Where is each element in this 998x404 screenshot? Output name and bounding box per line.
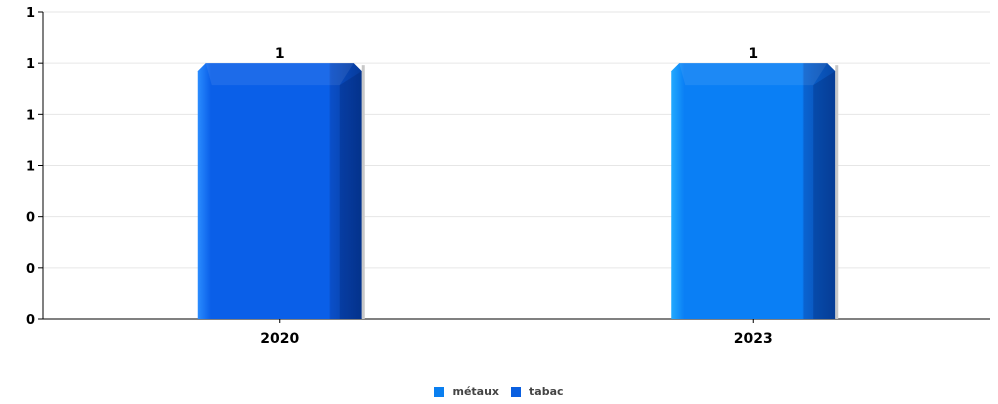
bar-tabac-2020 bbox=[197, 63, 362, 319]
y-tick-label: 0 bbox=[26, 313, 35, 328]
legend-swatch-tabac bbox=[511, 386, 522, 397]
bar-right-bevel bbox=[813, 71, 836, 320]
y-tick-label: 0 bbox=[26, 262, 35, 277]
legend: métaux tabac bbox=[0, 385, 998, 398]
x-tick-label: 2023 bbox=[734, 331, 773, 347]
x-axis-ticks: 2020 2023 bbox=[260, 319, 773, 347]
legend-item-tabac: tabac bbox=[511, 385, 564, 398]
y-tick-label: 1 bbox=[26, 108, 35, 123]
y-tick-label: 1 bbox=[26, 6, 35, 21]
legend-item-metaux: métaux bbox=[434, 385, 499, 398]
bar-top-shade bbox=[205, 63, 354, 86]
gridlines bbox=[43, 11, 990, 269]
legend-label-tabac: tabac bbox=[529, 385, 564, 398]
x-tick-label: 2020 bbox=[260, 331, 299, 347]
bar-top-shade bbox=[679, 63, 828, 86]
data-label: 1 bbox=[275, 46, 285, 62]
bar-shadow bbox=[835, 65, 839, 320]
legend-label-metaux: métaux bbox=[452, 385, 500, 398]
y-tick-label: 1 bbox=[26, 160, 35, 175]
data-label: 1 bbox=[748, 46, 758, 62]
y-tick-label: 1 bbox=[26, 57, 35, 72]
legend-swatch-metaux bbox=[434, 386, 445, 397]
bars bbox=[197, 63, 839, 320]
y-axis-ticks: 0 0 0 1 1 1 1 bbox=[26, 6, 43, 328]
bar-shadow bbox=[361, 65, 365, 320]
y-tick-label: 0 bbox=[26, 211, 35, 226]
bar-metaux-2023 bbox=[671, 63, 836, 319]
bar-right-bevel bbox=[339, 71, 362, 320]
